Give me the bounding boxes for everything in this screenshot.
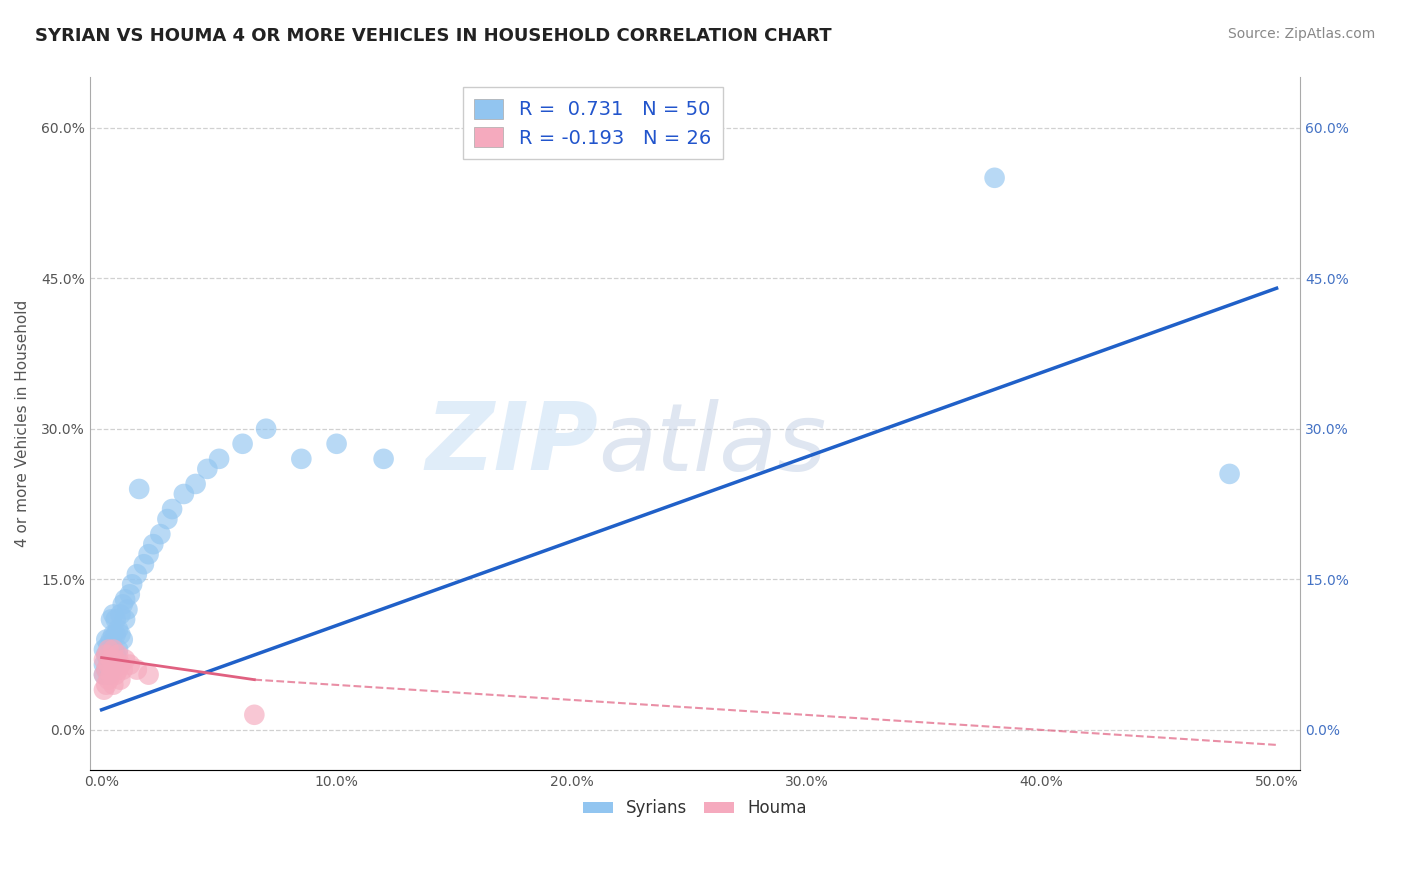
Point [117, 602, 139, 616]
Point [104, 612, 127, 626]
Point [142, 537, 165, 551]
Point [96, 678, 118, 692]
Point [110, 627, 132, 641]
Point [104, 652, 127, 666]
Point [103, 642, 125, 657]
Text: atlas: atlas [598, 399, 827, 490]
Point [103, 663, 125, 677]
Point [373, 451, 395, 466]
Point [110, 673, 132, 687]
Point [111, 598, 134, 612]
Point [156, 512, 179, 526]
Point [96, 648, 118, 662]
Point [100, 648, 122, 662]
Point [93, 657, 115, 672]
Point [114, 612, 136, 626]
Point [97, 667, 120, 681]
Point [107, 648, 129, 662]
Point [125, 567, 148, 582]
Point [254, 422, 277, 436]
Point [149, 527, 172, 541]
Point [160, 502, 183, 516]
Point [983, 170, 1005, 185]
Point [121, 577, 143, 591]
Point [195, 462, 218, 476]
Point [110, 657, 132, 672]
Point [128, 482, 150, 496]
Point [104, 667, 127, 681]
Point [110, 607, 132, 622]
Point [93, 667, 115, 681]
Legend: Syrians, Houma: Syrians, Houma [576, 793, 814, 824]
Text: ZIP: ZIP [425, 399, 598, 491]
Point [96, 648, 118, 662]
Point [100, 612, 122, 626]
Point [97, 652, 120, 666]
Point [96, 663, 118, 677]
Point [103, 678, 125, 692]
Point [111, 632, 134, 647]
Text: Source: ZipAtlas.com: Source: ZipAtlas.com [1227, 27, 1375, 41]
Point [114, 652, 136, 666]
Point [100, 663, 122, 677]
Point [138, 547, 160, 561]
Point [1219, 467, 1241, 481]
Point [232, 437, 254, 451]
Point [100, 652, 122, 666]
Point [118, 657, 141, 672]
Point [93, 652, 115, 666]
Point [100, 632, 122, 647]
Y-axis label: 4 or more Vehicles in Household: 4 or more Vehicles in Household [15, 300, 30, 548]
Point [100, 667, 122, 681]
Point [96, 663, 118, 677]
Point [97, 642, 120, 657]
Point [103, 657, 125, 672]
Point [208, 451, 231, 466]
Point [118, 587, 141, 601]
Point [104, 648, 127, 662]
Point [97, 673, 120, 687]
Point [243, 707, 266, 722]
Point [107, 663, 129, 677]
Point [290, 451, 312, 466]
Point [114, 592, 136, 607]
Text: SYRIAN VS HOUMA 4 OR MORE VEHICLES IN HOUSEHOLD CORRELATION CHART: SYRIAN VS HOUMA 4 OR MORE VEHICLES IN HO… [35, 27, 832, 45]
Point [93, 682, 115, 697]
Point [184, 477, 207, 491]
Point [107, 623, 129, 637]
Point [103, 607, 125, 622]
Point [93, 667, 115, 681]
Point [173, 487, 195, 501]
Point [125, 663, 148, 677]
Point [138, 667, 160, 681]
Point [96, 632, 118, 647]
Point [132, 558, 155, 572]
Point [93, 642, 115, 657]
Point [103, 627, 125, 641]
Point [97, 657, 120, 672]
Point [111, 663, 134, 677]
Point [107, 642, 129, 657]
Point [97, 638, 120, 652]
Point [104, 627, 127, 641]
Point [103, 642, 125, 657]
Point [325, 437, 347, 451]
